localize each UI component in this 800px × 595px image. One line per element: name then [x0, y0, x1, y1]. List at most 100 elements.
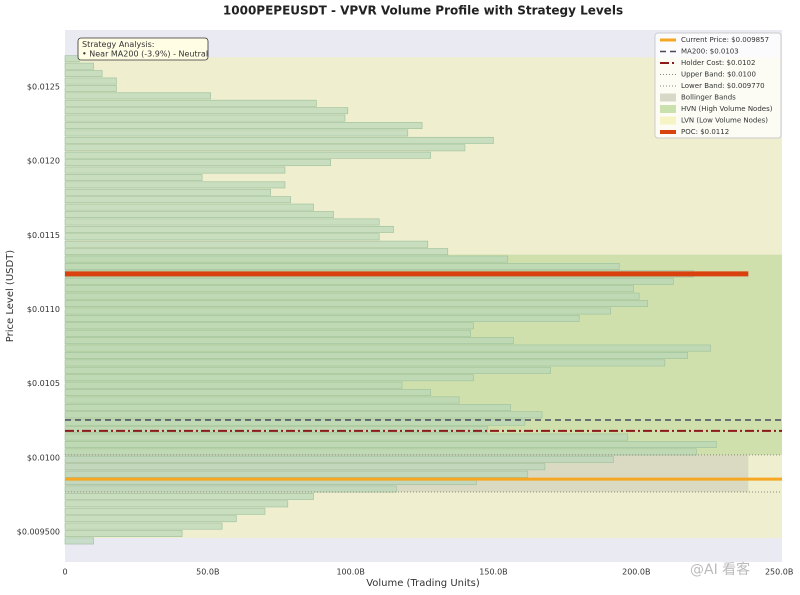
- bar: [64, 329, 471, 337]
- y-axis-label: Price Level (USDT): [5, 250, 16, 343]
- bar: [64, 70, 103, 78]
- bar: [64, 500, 289, 508]
- axes: $0.009500 $0.0100 $0.0105 $0.0110 $0.0115 $0.…: [17, 82, 794, 576]
- bar: [64, 337, 514, 345]
- y-tick-label: $0.0100: [27, 453, 60, 462]
- y-tick-label: $0.0120: [27, 157, 60, 166]
- bar: [64, 144, 466, 152]
- bar: [64, 322, 474, 330]
- bar: [64, 463, 546, 471]
- bar: [64, 136, 494, 144]
- bar: [64, 85, 117, 92]
- y-tick-label: $0.0105: [27, 379, 60, 388]
- bar: [64, 263, 620, 270]
- legend-label: MA200: $0.0103: [681, 48, 739, 56]
- bar: [64, 159, 331, 167]
- bar: [64, 196, 291, 204]
- bar: [64, 181, 286, 189]
- bar: [64, 344, 711, 352]
- bar: [64, 359, 666, 367]
- bar: [64, 225, 394, 233]
- bar: [64, 455, 614, 463]
- legend-label: POC: $0.0112: [681, 128, 729, 136]
- bar: [64, 403, 511, 411]
- legend: Current Price: $0.009857 MA200: $0.0103 Ho…: [654, 32, 782, 139]
- annotation-box: [77, 37, 209, 61]
- y-tick-label: $0.009500: [17, 528, 60, 537]
- chart-title: 1000PEPEUSDT - VPVR Volume Profile with …: [223, 4, 623, 18]
- bar: [64, 240, 429, 248]
- bar: [64, 396, 460, 404]
- bar: [64, 188, 271, 196]
- bar: [64, 107, 349, 115]
- x-tick-label: 100.0B: [336, 568, 364, 577]
- y-tick-label: $0.0125: [27, 82, 60, 91]
- legend-box: [654, 32, 782, 139]
- bar: [64, 537, 94, 545]
- bar: [64, 248, 449, 256]
- level-lines: [65, 271, 782, 493]
- bar: [64, 99, 317, 107]
- bar: [64, 381, 403, 389]
- legend-swatch: [660, 116, 676, 125]
- bar: [64, 522, 223, 530]
- bar: [64, 426, 489, 434]
- annotation-text: Strategy Analysis:: [82, 40, 154, 49]
- x-tick-label: 0: [62, 568, 67, 577]
- bar: [64, 277, 674, 285]
- bar: [64, 411, 543, 419]
- bar: [64, 300, 649, 307]
- bar: [64, 292, 640, 300]
- legend-label: Holder Cost: $0.0102: [681, 59, 755, 67]
- bar: [64, 441, 717, 448]
- bar: [64, 285, 634, 293]
- legend-label: LVN (Low Volume Nodes): [681, 117, 768, 125]
- legend-label: Lower Band: $0.009770: [681, 82, 765, 90]
- legend-label: HVN (High Volume Nodes): [681, 105, 773, 113]
- bar: [64, 55, 80, 63]
- bar: [64, 389, 431, 396]
- bar: [64, 314, 580, 322]
- bar: [64, 307, 611, 315]
- bar: [64, 203, 314, 211]
- x-tick-label: 200.0B: [622, 568, 650, 577]
- bar: [64, 114, 346, 122]
- bar: [64, 218, 380, 226]
- bar: [64, 374, 474, 382]
- bar: [64, 151, 431, 159]
- bar: [64, 433, 629, 441]
- x-tick-label: 150.0B: [479, 568, 507, 577]
- x-axis-label: Volume (Trading Units): [366, 578, 480, 589]
- bar: [64, 233, 380, 241]
- bar: [64, 122, 423, 129]
- bar: [64, 366, 551, 374]
- annotation-text: • Near MA200 (-3.9%) - Neutral: [82, 50, 208, 59]
- legend-label: Current Price: $0.009857: [681, 36, 769, 44]
- bar: [64, 211, 334, 218]
- bar: [64, 174, 203, 181]
- bar: [64, 507, 266, 515]
- bar: [64, 62, 94, 70]
- bar: [64, 166, 286, 174]
- legend-label: Bollinger Bands: [681, 94, 736, 102]
- bar: [64, 255, 509, 263]
- annotation: Strategy Analysis: • Near MA200 (-3.9%) …: [77, 37, 209, 61]
- bar: [64, 493, 314, 500]
- watermark: @AI 看客: [690, 561, 750, 578]
- bar: [64, 470, 529, 478]
- y-tick-label: $0.0110: [27, 305, 60, 314]
- bar: [64, 92, 211, 100]
- bar: [64, 418, 526, 426]
- bar: [64, 530, 183, 537]
- bar: [64, 448, 697, 456]
- bar: [64, 515, 237, 523]
- y-tick-label: $0.0115: [27, 231, 60, 240]
- bar: [64, 352, 689, 359]
- bar: [64, 485, 397, 493]
- x-tick-label: 250.0B: [765, 568, 793, 577]
- legend-swatch: [660, 105, 676, 113]
- x-tick-label: 50.0B: [196, 568, 219, 577]
- legend-label: Upper Band: $0.0100: [681, 71, 756, 79]
